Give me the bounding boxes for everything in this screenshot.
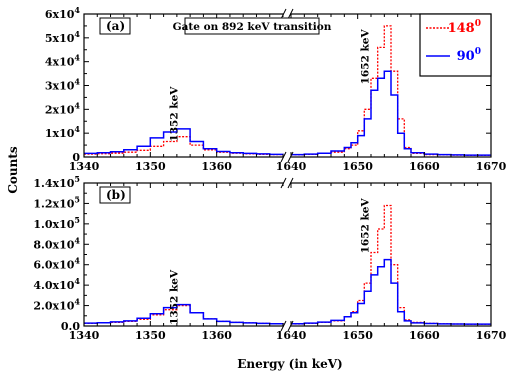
x-tick-label: 1650 — [342, 160, 373, 173]
y-tick-label: 4.0x104 — [33, 276, 80, 292]
y-tick-label: 2.0x104 — [33, 297, 80, 313]
x-tick-label: 1650 — [342, 329, 373, 342]
legend-box — [419, 13, 492, 77]
x-tick-label: 1340 — [69, 329, 100, 342]
x-tick-label: 1360 — [201, 160, 232, 173]
axis-break-mask — [284, 150, 290, 164]
y-tick-label: 4x104 — [45, 53, 81, 69]
y-tick-label: 8.0x104 — [33, 235, 80, 251]
y-tick-label: 1x104 — [45, 124, 81, 140]
panel-label: (b) — [106, 188, 126, 202]
peak-label: 1352 keV — [169, 86, 181, 142]
x-axis-label: Energy (in keV) — [237, 357, 342, 371]
panel-label-box — [99, 17, 131, 35]
plot-frame — [83, 182, 492, 327]
chart-title-box — [184, 17, 320, 35]
y-tick-label: 3x104 — [45, 77, 81, 93]
x-tick-label: 1360 — [201, 329, 232, 342]
peak-label: 1652 keV — [359, 29, 371, 85]
series-group — [84, 204, 491, 325]
x-tick-label: 1660 — [409, 329, 440, 342]
series-90-line — [84, 70, 491, 156]
x-tick-label: 1670 — [476, 329, 507, 342]
axis-break-mask — [284, 7, 290, 21]
y-tick-label: 1.2x105 — [33, 194, 80, 210]
x-tick-label: 1350 — [135, 329, 166, 342]
y-tick-label: 5x104 — [45, 29, 81, 45]
y-tick-label: 0 — [72, 151, 80, 164]
peak-label: 1352 keV — [169, 269, 181, 325]
axis-break-mask — [284, 319, 290, 333]
y-tick-label: 6x104 — [45, 5, 81, 21]
legend-entry-label: 1480 — [448, 19, 481, 36]
panel-label: (a) — [106, 19, 125, 33]
x-tick-label: 1660 — [409, 160, 440, 173]
x-tick-label: 1340 — [69, 160, 100, 173]
y-axis-label: Counts — [6, 146, 20, 194]
panel-a: 0 1x104 2x104 3x104 4x104 5x104 6x104 1340 1350 1… — [45, 5, 507, 173]
x-tick-label: 1640 — [276, 329, 307, 342]
y-tick-label: 6.0x104 — [33, 256, 80, 272]
chart-title: Gate on 892 keV transition — [173, 21, 332, 33]
panel-b: 0.0 2.0x104 4.0x104 6.0x104 8.0x104 1.0x105 1.… — [33, 174, 506, 342]
y-tick-label: 0.0 — [61, 320, 80, 333]
series-90-line — [84, 258, 491, 325]
series-148-line — [84, 204, 491, 325]
panel-label-box — [99, 186, 131, 204]
y-tick-label: 1.4x105 — [33, 174, 80, 190]
y-tick-label: 2x104 — [45, 100, 81, 116]
x-tick-label: 1350 — [135, 160, 166, 173]
axis-break-mask — [284, 176, 290, 190]
x-tick-label: 1640 — [276, 160, 307, 173]
x-tick-label: 1670 — [476, 160, 507, 173]
y-tick-label: 1.0x105 — [33, 215, 80, 231]
peak-label: 1652 keV — [359, 198, 371, 254]
